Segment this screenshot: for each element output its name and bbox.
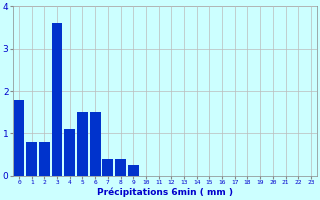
Bar <box>14 100 24 176</box>
Bar <box>64 129 75 176</box>
Bar <box>102 159 113 176</box>
Bar <box>52 23 62 176</box>
Bar <box>77 112 88 176</box>
Bar <box>90 112 100 176</box>
Bar <box>39 142 50 176</box>
Bar <box>115 159 126 176</box>
X-axis label: Précipitations 6min ( mm ): Précipitations 6min ( mm ) <box>97 188 233 197</box>
Bar <box>128 165 139 176</box>
Bar <box>26 142 37 176</box>
